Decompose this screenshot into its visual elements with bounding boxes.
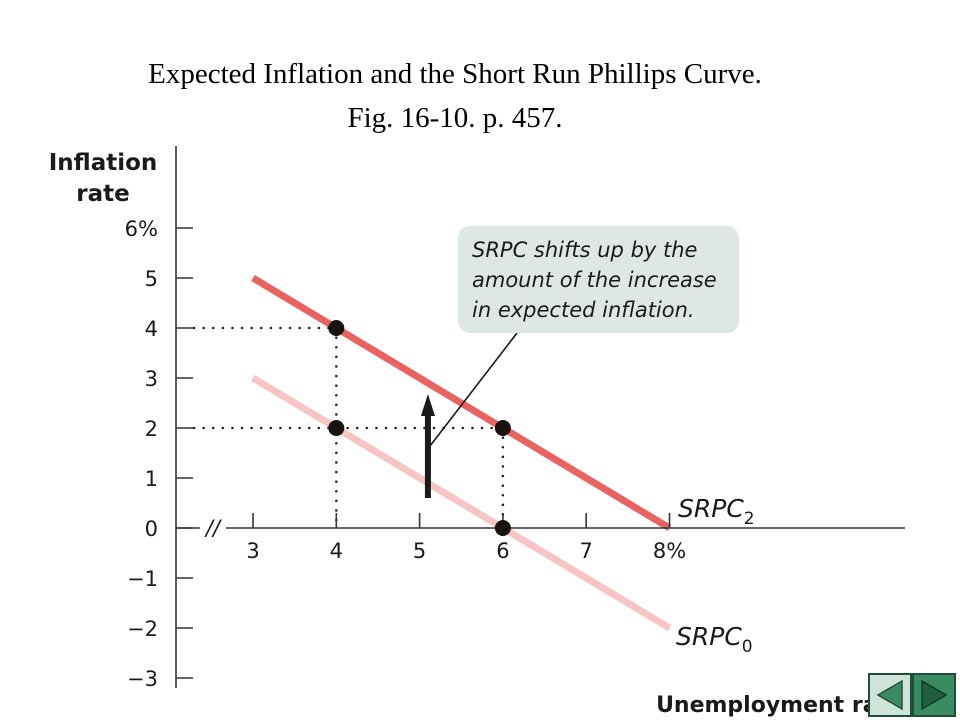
series-label-subscript: 0 xyxy=(742,637,753,657)
slide-title-line-2: Fig. 16-10. p. 457. xyxy=(347,102,563,134)
axis-break-marker: // xyxy=(204,516,222,540)
y-axis-label-line-1: Inflation xyxy=(49,150,158,176)
annotation-leader-line xyxy=(429,332,518,447)
y-tick-label: 4 xyxy=(145,317,158,341)
data-point xyxy=(328,420,345,436)
guide-lines xyxy=(192,326,505,530)
series-line-srpc0 xyxy=(251,374,672,632)
y-tick-label: −1 xyxy=(127,567,158,591)
y-axis-label-line-2: rate xyxy=(76,181,129,207)
series-lines xyxy=(251,274,672,632)
annotation-text-line: SRPC shifts up by the xyxy=(472,238,697,262)
axes: // 6% 5 4 3 2 1 0 −1 −2 −3 3 4 5 6 7 8% xyxy=(125,146,905,691)
y-tick-label: −2 xyxy=(127,617,158,641)
triangle-right-icon xyxy=(921,679,948,711)
annotation-text-line: in expected inflation. xyxy=(472,298,695,322)
x-tick-label: 3 xyxy=(246,539,259,563)
y-tick-label: 3 xyxy=(145,367,158,391)
data-point xyxy=(494,520,511,536)
x-tick-label: 6 xyxy=(496,539,509,563)
series-label-srpc2: SRPC2 xyxy=(678,494,755,529)
previous-slide-button[interactable] xyxy=(868,673,912,717)
y-tick-label: 5 xyxy=(145,267,158,291)
annotation-text-line: amount of the increase xyxy=(472,268,717,292)
annotation-box xyxy=(458,226,739,333)
data-point xyxy=(494,420,511,436)
y-tick-label: 0 xyxy=(145,517,158,541)
triangle-left-icon xyxy=(876,679,903,711)
x-tick-label: 5 xyxy=(413,539,426,563)
x-axis-label: Unemployment rate xyxy=(656,693,903,718)
y-tick-label: 2 xyxy=(145,417,158,441)
y-tick-label: 6% xyxy=(125,217,158,241)
next-slide-button[interactable] xyxy=(912,673,956,717)
shift-arrow-head xyxy=(420,394,435,416)
series-label-srpc0: SRPC0 xyxy=(676,622,753,657)
slide-title-line-1: Expected Inflation and the Short Run Phi… xyxy=(148,58,762,90)
series-line-srpc2 xyxy=(251,274,672,532)
y-tick-label: −3 xyxy=(127,667,158,691)
x-tick-label: 4 xyxy=(330,539,343,563)
y-tick-label: 1 xyxy=(145,467,158,491)
data-point xyxy=(328,320,345,336)
annotation-group: SRPC shifts up by the amount of the incre… xyxy=(420,226,739,498)
x-tick-label: 8% xyxy=(653,539,686,563)
data-points xyxy=(328,320,511,536)
x-tick-label: 7 xyxy=(580,539,593,563)
series-label-subscript: 2 xyxy=(744,509,755,529)
